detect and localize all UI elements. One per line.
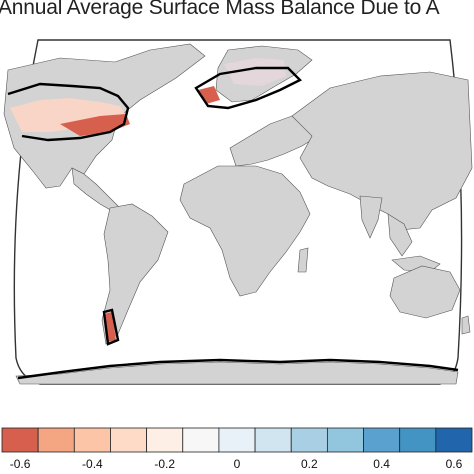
africa — [179, 165, 311, 297]
colorbar-tick-label: -0.4 — [82, 457, 103, 471]
colorbar-swatch — [182, 427, 220, 453]
smb-greenland-interior — [224, 58, 286, 86]
colorbar-tick-label: 0.4 — [373, 457, 390, 471]
colorbar-tick-label: -0.2 — [154, 457, 176, 471]
colorbar-swatch — [37, 427, 75, 453]
colorbar-swatch — [435, 427, 473, 453]
continents — [3, 43, 473, 385]
ice-outlines — [7, 66, 459, 380]
greenland-ice-outline — [194, 66, 303, 110]
antarctica-ice-outline — [17, 358, 459, 380]
australia — [389, 265, 461, 319]
new-zealand — [461, 315, 471, 335]
south-america — [101, 203, 169, 345]
colorbar-swatch — [218, 427, 256, 453]
asia — [291, 71, 473, 231]
colorbar-swatch — [254, 427, 292, 453]
colorbar-swatch — [73, 427, 111, 453]
patagonia-ice-outline — [102, 308, 120, 346]
madagascar — [297, 247, 309, 273]
map-title: Annual Average Surface Mass Balance Due … — [0, 0, 440, 19]
colorbar-tick-label: 0 — [233, 457, 241, 471]
colorbar-swatch — [363, 427, 401, 453]
colorbar-swatch — [326, 427, 364, 453]
colorbar-swatch — [1, 427, 39, 453]
colorbar-tick-label: -0.6 — [9, 457, 31, 471]
colorbar-tick-label: 0.2 — [300, 457, 318, 471]
smb-shading — [10, 58, 286, 342]
colorbar — [1, 427, 473, 453]
colorbar-tick-label: 0.6 — [445, 457, 463, 471]
southeast-asia — [387, 213, 413, 257]
antarctica — [15, 361, 459, 385]
world-map — [3, 39, 473, 385]
north-america-ice-outline — [7, 82, 130, 142]
colorbar-swatch — [110, 427, 148, 453]
colorbar-swatch — [146, 427, 184, 453]
colorbar-swatch — [399, 427, 437, 453]
colorbar-swatch — [290, 427, 328, 453]
india — [359, 195, 383, 239]
